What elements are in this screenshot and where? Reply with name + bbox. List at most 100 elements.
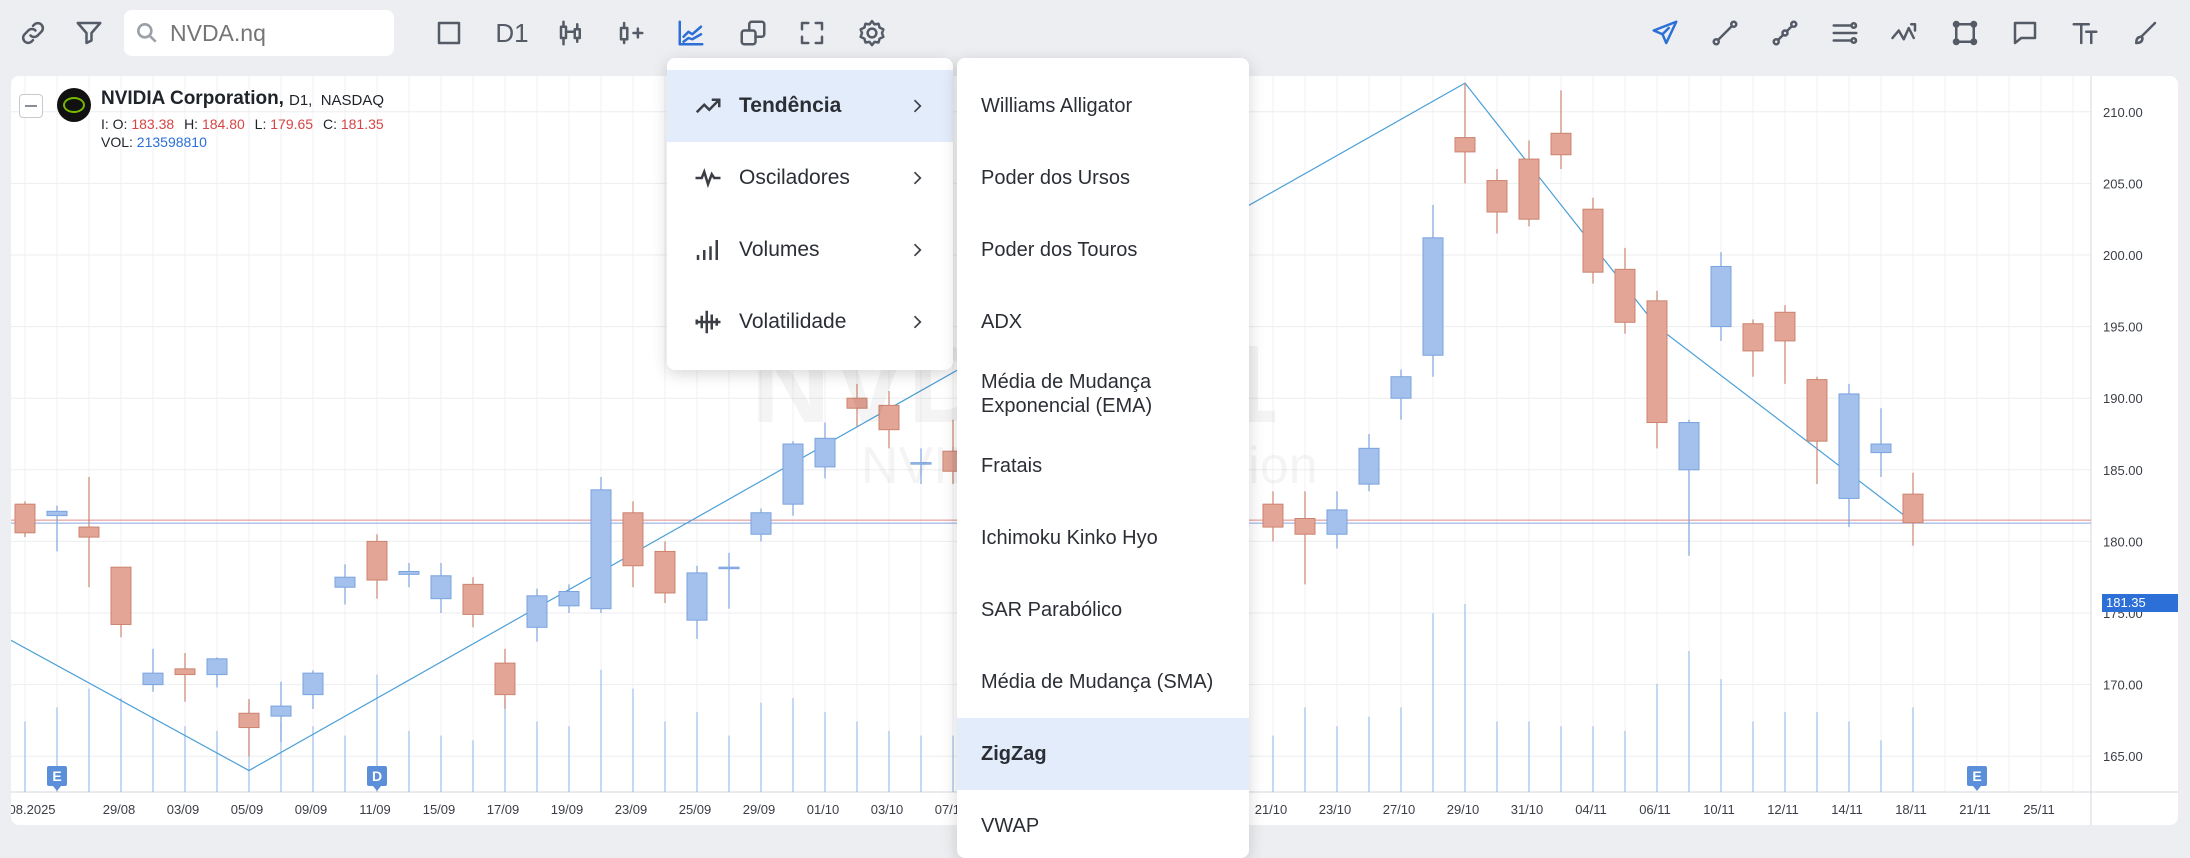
candle-body <box>1774 311 1796 342</box>
rectangle-icon[interactable] <box>1946 14 1984 52</box>
time-axis-label: 11/09 <box>359 802 391 817</box>
time-axis-label: 23/10 <box>1319 802 1352 817</box>
candle-body <box>494 662 516 696</box>
indicator-list-menu: Williams Alligator Poder dos Ursos Poder… <box>957 58 1249 858</box>
time-axis-label: 05/09 <box>231 802 264 817</box>
price-axis-label: 185.00 <box>2103 463 2143 478</box>
line-icon[interactable] <box>1706 14 1744 52</box>
candle-body <box>526 595 548 628</box>
time-axis-label: 26.08.2025 <box>11 802 56 817</box>
candle-body <box>814 437 836 468</box>
pattern-icon[interactable] <box>1886 14 1924 52</box>
chevron-right-icon <box>913 315 922 329</box>
price-axis-label: 165.00 <box>2103 749 2143 764</box>
candle-body <box>270 705 292 717</box>
price-axis-label: 205.00 <box>2103 176 2143 191</box>
price-axis-label: 190.00 <box>2103 391 2143 406</box>
price-axis-label: 180.00 <box>2103 534 2143 549</box>
cursor-icon[interactable] <box>1646 14 1684 52</box>
category-item-volatilidade[interactable]: Volatilidade <box>667 286 953 358</box>
time-axis-label: 19/09 <box>551 802 584 817</box>
candle-body <box>1838 393 1860 499</box>
indicator-item[interactable]: Ichimoku Kinko Hyo <box>981 527 1158 549</box>
candle-body <box>206 658 228 676</box>
indicator-item[interactable]: Williams Alligator <box>981 95 1133 117</box>
indicator-item-zigzag[interactable]: ZigZag <box>957 718 1249 790</box>
symbol-name: NVIDIA Corporation, <box>101 88 284 109</box>
collapse-legend-button[interactable] <box>19 94 43 118</box>
ohlc-values: I: O: 183.38 H: 184.80 L: 179.65 C: 181.… <box>101 116 384 132</box>
event-marker-label: D <box>372 768 382 784</box>
time-axis-label: 21/11 <box>1959 802 1991 817</box>
candle-body <box>1486 180 1508 213</box>
candle-body <box>1614 268 1636 323</box>
timeframe-button[interactable]: D1 <box>495 17 529 48</box>
candle-body <box>750 512 772 535</box>
candle-body <box>366 540 388 581</box>
channel-icon[interactable] <box>1826 14 1864 52</box>
candle-body <box>334 576 356 588</box>
candle-body <box>878 404 900 431</box>
add-indicator-icon[interactable] <box>612 14 650 52</box>
candle-body <box>590 489 612 610</box>
candle-body <box>1294 517 1316 535</box>
event-marker <box>1967 766 1987 786</box>
symbol-search[interactable] <box>124 10 394 56</box>
volume-icon <box>696 240 718 260</box>
event-marker <box>47 766 67 786</box>
time-axis-label: 21/10 <box>1255 802 1288 817</box>
time-axis-label: 25/09 <box>679 802 712 817</box>
price-axis-label: 200.00 <box>2103 248 2143 263</box>
candle-body <box>430 575 452 600</box>
compare-icon[interactable] <box>734 14 772 52</box>
candle-body <box>398 570 420 575</box>
indicator-item[interactable]: Fratais <box>981 455 1043 477</box>
event-marker-pointer <box>1973 786 1981 791</box>
search-input[interactable] <box>168 18 382 48</box>
fullscreen-icon[interactable] <box>793 14 831 52</box>
candlestick-chart[interactable]: 210.00 205.00 200.00 195.00 190.00 185.00 180.… <box>11 76 2178 825</box>
candles-icon[interactable] <box>552 14 590 52</box>
indicator-item[interactable]: Média de Mudança (SMA) <box>981 671 1214 693</box>
candle-body <box>302 672 324 696</box>
multi-line-icon[interactable] <box>1766 14 1804 52</box>
time-axis-label: 09/09 <box>295 802 328 817</box>
filter-icon[interactable] <box>70 14 108 52</box>
nvidia-logo <box>57 88 91 122</box>
candle-body <box>1678 422 1700 471</box>
time-axis-label: 06/11 <box>1639 802 1671 817</box>
comment-icon[interactable] <box>2006 14 2044 52</box>
volatility-icon <box>695 310 721 334</box>
trend-icon <box>695 98 721 114</box>
event-marker-pointer <box>53 786 61 791</box>
candle-body <box>110 566 132 625</box>
candle-body <box>846 397 868 409</box>
brush-icon[interactable] <box>2126 14 2164 52</box>
category-item-volumes[interactable]: Volumes <box>667 214 953 286</box>
indicator-item[interactable]: Poder dos Touros <box>981 239 1138 261</box>
indicators-icon[interactable] <box>672 14 710 52</box>
text-icon[interactable] <box>2066 14 2104 52</box>
settings-gear-icon[interactable] <box>853 14 891 52</box>
chart-type-square-icon[interactable] <box>430 14 468 52</box>
candle-body <box>142 672 164 686</box>
category-item-osciladores[interactable]: Osciladores <box>667 142 953 214</box>
time-axis-label: 17/09 <box>487 802 520 817</box>
candle-body <box>1358 447 1380 485</box>
time-axis-label: 27/10 <box>1383 802 1416 817</box>
indicator-item[interactable]: ADX <box>981 311 1023 333</box>
indicator-category-menu: Tendência Osciladores Volumes Volatilida… <box>667 58 953 370</box>
link-icon[interactable] <box>14 14 52 52</box>
last-price-label: 181.35 <box>2102 594 2178 612</box>
indicator-item[interactable]: Média de Mudança Exponencial (EMA) <box>981 371 1153 417</box>
indicator-item[interactable]: SAR Parabólico <box>981 599 1123 621</box>
indicator-item[interactable]: Poder dos Ursos <box>981 167 1130 189</box>
candle-body <box>174 668 196 676</box>
category-item-tendencia[interactable]: Tendência <box>667 70 953 142</box>
candle-body <box>1550 132 1572 156</box>
indicator-item[interactable]: VWAP <box>981 815 1040 837</box>
price-axis-label: 170.00 <box>2103 678 2143 693</box>
candle-body <box>654 550 676 594</box>
time-axis-label: 03/09 <box>167 802 200 817</box>
symbol-meta: D1, NASDAQ <box>289 92 385 109</box>
